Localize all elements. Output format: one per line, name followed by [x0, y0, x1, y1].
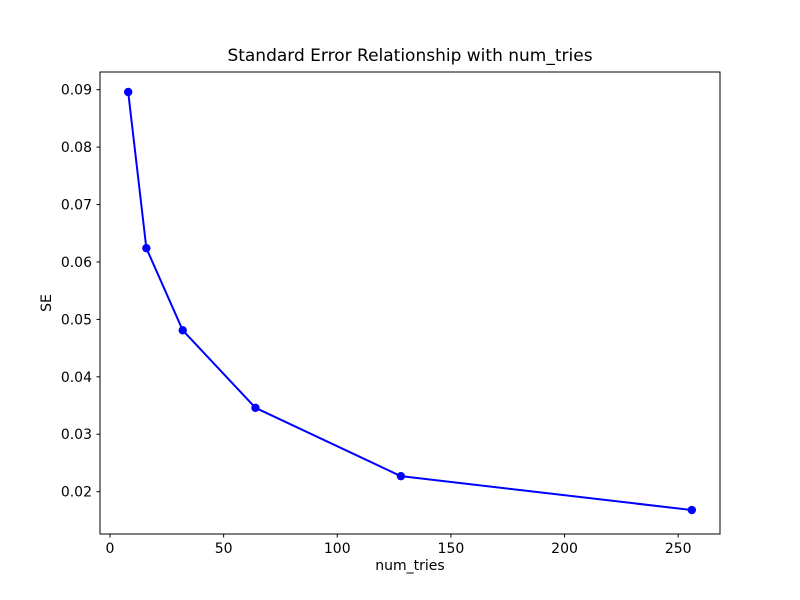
y-tick-label: 0.04 [61, 370, 92, 386]
data-point [123, 87, 133, 97]
x-tick-label: 100 [324, 541, 351, 557]
data-point [142, 243, 151, 253]
data-line [127, 90, 693, 512]
x-tick-label: 250 [665, 541, 692, 557]
data-point [251, 403, 260, 413]
x-tick-label: 50 [215, 541, 233, 557]
y-tick-label: 0.06 [61, 255, 92, 271]
x-tick-label: 150 [438, 541, 465, 557]
data-point [178, 326, 187, 335]
data-point [687, 505, 697, 515]
data-point [396, 471, 406, 481]
y-axis-label: SE [39, 294, 55, 312]
y-tick-label: 0.05 [61, 312, 92, 328]
x-tick-label: 200 [551, 541, 578, 557]
y-tick-label: 0.08 [61, 140, 92, 156]
y-tick-label: 0.09 [61, 83, 92, 99]
y-tick-label: 0.07 [61, 198, 92, 214]
x-tick-label: 0 [106, 541, 115, 557]
axes-frame [99, 71, 721, 535]
x-axis-label: num_tries [375, 558, 445, 574]
y-tick-label: 0.02 [61, 485, 92, 501]
chart-title: Standard Error Relationship with num_tri… [227, 46, 593, 66]
y-tick-label: 0.03 [61, 427, 92, 443]
